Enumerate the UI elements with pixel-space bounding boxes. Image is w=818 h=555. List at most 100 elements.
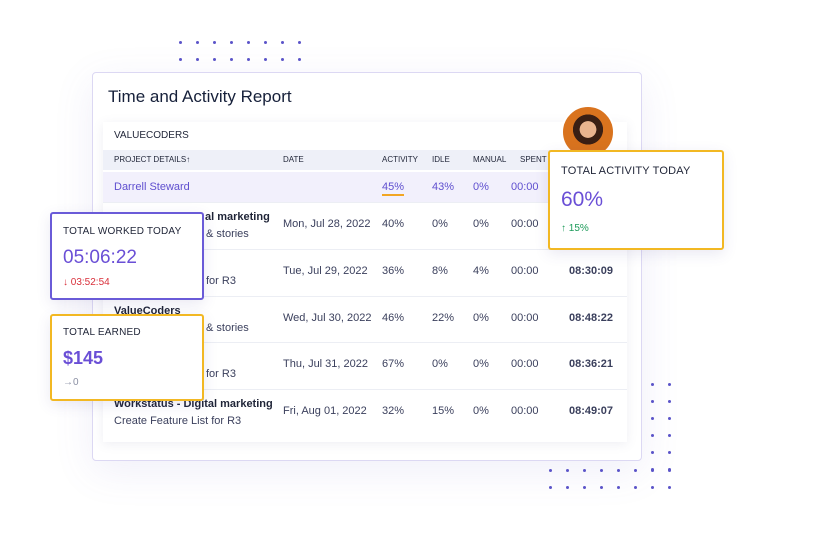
card-title: TOTAL WORKED TODAY	[63, 226, 182, 237]
decor-dot	[549, 486, 552, 489]
time-cell: 00:00	[511, 264, 539, 277]
highlight-row	[103, 172, 627, 203]
decor-dot	[668, 434, 671, 437]
task-name: & stories	[206, 228, 249, 240]
time-cell: 00:00	[511, 311, 539, 324]
decor-dot	[668, 486, 671, 489]
card-title: TOTAL ACTIVITY TODAY	[561, 165, 691, 177]
decor-dot	[281, 58, 284, 61]
decor-dot	[566, 486, 569, 489]
spent-cell: 08:30:09	[569, 264, 614, 277]
card-value: $145	[63, 348, 104, 368]
spent-cell: 08:49:07	[569, 405, 614, 418]
column-header: MANUAL	[473, 155, 507, 164]
idle-cell: 43%	[432, 181, 455, 193]
spent-cell: 08:36:21	[569, 358, 614, 371]
decor-dot	[179, 58, 182, 61]
activity-cell: 45%	[382, 181, 405, 196]
column-header: ACTIVITY	[382, 155, 419, 164]
manual-cell: 0%	[473, 358, 489, 371]
decor-dot	[213, 41, 216, 44]
card-value: 05:06:22	[63, 247, 137, 268]
activity-cell: 32%	[382, 405, 405, 418]
manual-cell: 0%	[473, 405, 489, 418]
decor-dot	[634, 486, 637, 489]
decor-dot	[651, 486, 654, 489]
spent-cell: 08:48:22	[569, 311, 614, 324]
date-cell: Mon, Jul 28, 2022	[283, 218, 371, 230]
row-divider	[103, 389, 627, 391]
header-row	[103, 150, 627, 170]
decor-dot	[651, 417, 654, 420]
decor-dot	[583, 469, 586, 472]
decor-dot	[651, 383, 654, 386]
project-name: al marketing	[205, 211, 270, 223]
card-value: 60%	[561, 188, 604, 211]
decor-dot	[230, 58, 233, 61]
activity-card: TOTAL ACTIVITY TODAY 60% ↑ 15%	[548, 150, 724, 250]
decor-dot	[583, 486, 586, 489]
column-header: DATE	[283, 155, 304, 164]
earned-card: TOTAL EARNED $145 →0	[50, 314, 204, 401]
decor-dot	[298, 41, 301, 44]
column-header: SPENT	[520, 155, 547, 164]
task-name: for R3	[206, 368, 236, 381]
idle-cell: 8%	[432, 264, 448, 277]
decor-dot	[264, 41, 267, 44]
date-cell: Tue, Jul 29, 2022	[283, 264, 368, 277]
date-cell: Wed, Jul 30, 2022	[283, 311, 372, 324]
activity-cell: 40%	[382, 218, 405, 230]
decor-dot	[651, 400, 654, 403]
decor-dot	[617, 469, 620, 472]
activity-cell: 36%	[382, 264, 405, 277]
manual-cell: 0%	[473, 181, 489, 193]
idle-cell: 15%	[432, 405, 455, 418]
date-cell: Fri, Aug 01, 2022	[283, 405, 367, 418]
time-cell: 00:00	[511, 181, 539, 193]
task-name: for R3	[206, 274, 236, 287]
manual-cell: 0%	[473, 218, 489, 230]
decor-dot	[213, 58, 216, 61]
decor-dot	[600, 469, 603, 472]
decor-dot	[668, 383, 671, 386]
date-cell: Thu, Jul 31, 2022	[283, 358, 369, 371]
decor-dot	[617, 486, 620, 489]
time-cell: 00:00	[511, 358, 539, 371]
decor-dot	[179, 41, 182, 44]
decor-dot	[230, 41, 233, 44]
decor-dot	[566, 469, 569, 472]
report-title: Time and Activity Report	[108, 87, 292, 106]
decor-dot	[668, 400, 671, 403]
decor-dot	[247, 41, 250, 44]
decor-dot	[668, 469, 671, 472]
decor-dot	[600, 486, 603, 489]
idle-cell: 22%	[432, 311, 455, 324]
decor-dot	[651, 451, 654, 454]
activity-cell: 67%	[382, 358, 405, 371]
decor-dot	[668, 417, 671, 420]
decor-dot	[549, 469, 552, 472]
column-header: IDLE	[432, 155, 450, 164]
card-change: ↓ 03:52:54	[63, 277, 110, 288]
card-title: TOTAL EARNED	[63, 327, 141, 338]
row-divider	[103, 295, 627, 297]
time-cell: 00:00	[511, 405, 539, 418]
idle-cell: 0%	[432, 218, 448, 230]
decor-dot	[196, 58, 199, 61]
row-divider	[103, 342, 627, 344]
row-divider	[103, 202, 627, 203]
manual-cell: 0%	[473, 311, 489, 324]
card-change: ↑ 15%	[561, 223, 589, 234]
decor-dot	[298, 58, 301, 61]
task-name: Create Feature List for R3	[114, 415, 242, 428]
idle-cell: 0%	[432, 358, 448, 371]
card-change: →0	[63, 377, 79, 388]
row-divider	[103, 248, 627, 250]
decor-dot	[196, 41, 199, 44]
decor-dot	[247, 58, 250, 61]
decor-dot	[651, 434, 654, 437]
project-name: Workstatus - Digital marketing	[114, 398, 273, 411]
decor-dot	[651, 469, 654, 472]
time-cell: 00:00	[511, 218, 539, 230]
